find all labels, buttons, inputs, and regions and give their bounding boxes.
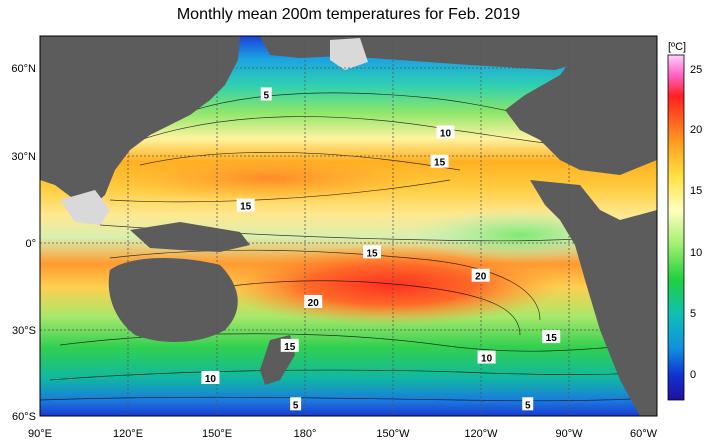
- graticule: [40, 36, 657, 416]
- contour-label: 15: [363, 245, 382, 259]
- contour-label-background: [201, 371, 220, 384]
- contour-label-background: [290, 397, 302, 411]
- contour-label: 15: [542, 330, 561, 344]
- contour-label: 10: [436, 125, 455, 139]
- colorbar-tick-label: 0: [690, 369, 696, 381]
- contour-label-text: 5: [263, 90, 269, 101]
- australia-land: [108, 258, 238, 342]
- x-tick-label: 120°W: [464, 428, 498, 440]
- colorbar-tick-label: 15: [690, 185, 702, 197]
- contour-label-text: 15: [546, 333, 558, 344]
- y-tick-label: 0°: [25, 238, 36, 250]
- contour-label-layer: 5 10 15 15 15 20 20 15 15 10 10 5 5: [201, 87, 561, 411]
- contour-label-text: 20: [475, 272, 487, 283]
- ice-and-shelf: [60, 38, 368, 225]
- y-tick-label: 30°N: [11, 151, 36, 163]
- land-masses: [40, 36, 657, 416]
- contour-label: 20: [471, 268, 490, 283]
- contour-label: 15: [236, 198, 255, 213]
- colorbar-gradient: [667, 54, 685, 401]
- colorbar-tick-label: 10: [690, 247, 702, 259]
- contour-label-background: [436, 125, 455, 139]
- contour-label-background: [260, 87, 272, 101]
- contour-label-background: [471, 268, 490, 282]
- sea-ice-bering: [330, 38, 368, 70]
- colorbar-tick-label: 20: [690, 124, 702, 136]
- colorbar: [ºC] 25 20 15 10 5 0: [667, 41, 702, 401]
- contour-label: 10: [477, 350, 496, 365]
- x-tick-label: 60°W: [630, 428, 658, 440]
- indonesia-new-guinea-land: [130, 222, 250, 252]
- contour-label-text: 15: [284, 342, 296, 353]
- contour-label: 15: [280, 338, 299, 353]
- contour-label-text: 10: [205, 374, 217, 385]
- y-axis: 60°N 30°N 0° 30°S 60°S: [11, 63, 36, 423]
- map-title: Monthly mean 200m temperatures for Feb. …: [176, 6, 521, 23]
- shelf-region: [60, 190, 110, 225]
- y-tick-label: 60°S: [12, 411, 36, 423]
- y-tick-label: 60°N: [11, 63, 36, 75]
- x-tick-label: 150°W: [376, 428, 410, 440]
- y-tick-label: 30°S: [12, 325, 36, 337]
- colorbar-tick-label: 5: [690, 308, 696, 320]
- contour-label-background: [477, 350, 496, 364]
- north-america-land: [505, 36, 657, 175]
- x-tick-label: 90°E: [28, 428, 52, 440]
- asia-land: [40, 36, 240, 210]
- x-tick-label: 180°: [294, 428, 317, 440]
- colorbar-tick-label: 25: [690, 64, 702, 76]
- contour-label-text: 15: [240, 202, 252, 213]
- contour-label: 5: [290, 397, 302, 411]
- contour-label-background: [304, 295, 323, 308]
- contour-label-text: 15: [366, 248, 378, 259]
- contour-label-background: [280, 338, 299, 352]
- contour-lines: [40, 92, 657, 402]
- north-pacific-warm-band: [110, 153, 430, 203]
- contour-label-text: 10: [481, 354, 493, 365]
- contour-label-background: [430, 154, 449, 168]
- central-south-america-land: [530, 180, 657, 416]
- contour-label-text: 20: [308, 298, 320, 309]
- contour-label: 15: [430, 154, 449, 169]
- contour-label-text: 10: [440, 128, 452, 139]
- contour-label-text: 15: [434, 158, 446, 169]
- contour-label: 5: [260, 87, 272, 101]
- colorbar-unit: [ºC]: [668, 41, 686, 53]
- contour-label-text: 5: [525, 400, 531, 411]
- x-tick-label: 120°E: [113, 428, 143, 440]
- x-tick-label: 90°W: [555, 428, 583, 440]
- map-frame: [39, 35, 658, 417]
- contour-label: 10: [201, 371, 220, 385]
- map-area: [40, 36, 657, 416]
- contour-label-background: [236, 198, 255, 212]
- contour-label: 5: [522, 397, 534, 411]
- contour-label-text: 5: [293, 400, 299, 411]
- contour-label: 20: [304, 295, 323, 309]
- contour-label-background: [542, 330, 561, 344]
- contour-label-background: [363, 245, 382, 259]
- x-tick-label: 150°E: [202, 428, 232, 440]
- x-axis: 90°E 120°E 150°E 180° 150°W 120°W 90°W 6…: [28, 428, 658, 440]
- contour-label-background: [522, 397, 534, 411]
